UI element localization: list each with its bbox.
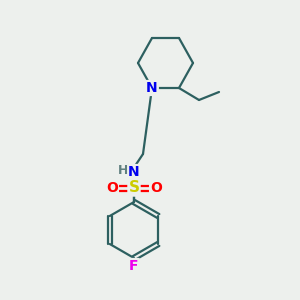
Text: O: O: [106, 181, 118, 195]
Text: F: F: [129, 259, 139, 273]
Text: S: S: [128, 181, 140, 196]
Text: H: H: [118, 164, 128, 176]
Text: N: N: [146, 81, 158, 95]
Text: O: O: [150, 181, 162, 195]
Text: N: N: [128, 165, 140, 179]
